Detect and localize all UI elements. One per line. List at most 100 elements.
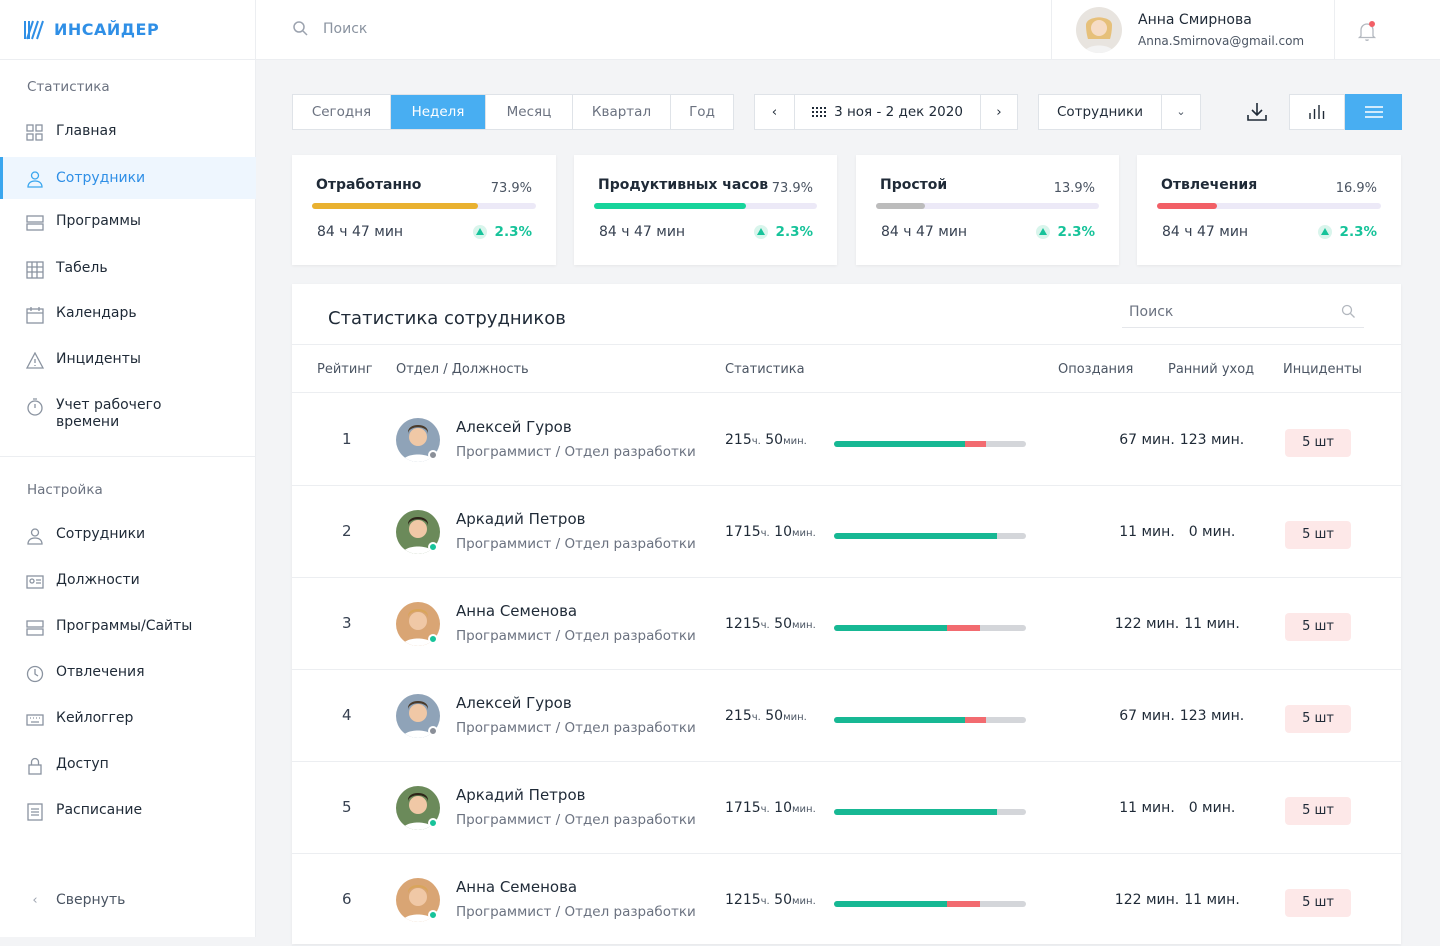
period-tabs: Сегодня Неделя Месяц Квартал Год <box>292 94 734 130</box>
employee-name[interactable]: Аркадий Петров <box>456 786 586 804</box>
top-search[interactable]: Поиск <box>292 20 367 37</box>
chevron-left-icon: ‹ <box>32 893 38 908</box>
col-rank[interactable]: Рейтинг <box>317 362 373 377</box>
arrow-up-icon <box>753 225 768 239</box>
sidebar-settings-item-5[interactable]: Доступ <box>0 756 256 775</box>
incidents-badge[interactable]: 5 шт <box>1285 889 1351 917</box>
sidebar-stat-item-2[interactable]: Программы <box>0 213 256 232</box>
period-tab-4[interactable]: Год <box>689 104 715 120</box>
incidents-badge[interactable]: 5 шт <box>1285 705 1351 733</box>
table-row[interactable]: 2 Аркадий Петров Программист / Отдел раз… <box>292 486 1401 578</box>
late-value: 11 мин. <box>1119 524 1175 540</box>
incidents-badge[interactable]: 5 шт <box>1285 521 1351 549</box>
chevron-left-icon: ‹ <box>771 104 778 120</box>
distraction-bar <box>964 441 986 447</box>
col-early[interactable]: Ранний уход <box>1168 362 1255 377</box>
user-profile[interactable]: Анна Смирнова Anna.Smirnova@gmail.com <box>1051 0 1335 60</box>
status-dot <box>428 818 438 828</box>
productive-bar <box>834 809 998 815</box>
sidebar-settings-item-label: Доступ <box>56 756 109 772</box>
sidebar-stat-item-1[interactable]: Сотрудники <box>0 157 256 199</box>
period-tab-2[interactable]: Месяц <box>486 95 573 129</box>
employee-name[interactable]: Анна Семенова <box>456 878 578 896</box>
employee-name[interactable]: Алексей Гуров <box>456 418 572 436</box>
table-search-input[interactable]: Поиск <box>1122 302 1364 328</box>
row-rank: 1 <box>342 430 352 448</box>
employee-name[interactable]: Анна Семенова <box>456 602 578 620</box>
group-select[interactable]: Сотрудники ⌄ <box>1038 94 1201 130</box>
early-leave-value: 0 мин. <box>1188 524 1236 540</box>
sidebar-stat-item-4[interactable]: Календарь <box>0 305 256 324</box>
incidents-badge[interactable]: 5 шт <box>1285 429 1351 457</box>
table-row[interactable]: 3 Анна Семенова Программист / Отдел разр… <box>292 578 1401 670</box>
table-row[interactable]: 6 Анна Семенова Программист / Отдел разр… <box>292 854 1401 946</box>
sidebar-stat-item-0[interactable]: Главная <box>0 123 256 142</box>
sidebar-stat-item-3[interactable]: Табель <box>0 260 256 279</box>
sidebar-settings-item-1[interactable]: Должности <box>0 572 256 591</box>
period-tab-1[interactable]: Неделя <box>391 95 486 129</box>
incidents-badge[interactable]: 5 шт <box>1285 797 1351 825</box>
table-row[interactable]: 1 Алексей Гуров Программист / Отдел разр… <box>292 394 1401 486</box>
list-view-button[interactable] <box>1345 94 1402 130</box>
logo[interactable]: ИНСАЙДЕР <box>0 0 255 60</box>
period-tab-0[interactable]: Сегодня <box>293 95 391 129</box>
employee-job: Программист / Отдел разработки <box>456 904 696 920</box>
table-row[interactable]: 4 Алексей Гуров Программист / Отдел разр… <box>292 670 1401 762</box>
early-leave-value: 11 мин. <box>1184 616 1240 632</box>
table-row[interactable]: 5 Аркадий Петров Программист / Отдел раз… <box>292 762 1401 854</box>
sidebar-settings-item-0[interactable]: Сотрудники <box>0 526 256 545</box>
period-tab-3[interactable]: Квартал <box>573 95 671 129</box>
col-incidents[interactable]: Инциденты <box>1283 362 1362 377</box>
date-range[interactable]: 3 ноя - 2 дек 2020 <box>795 95 981 129</box>
employee-stat: 1215ч. 50мин. <box>725 616 816 632</box>
download-button[interactable] <box>1245 101 1269 127</box>
stat-card[interactable]: Отвлечения 16.9% 84 ч 47 мин 2.3% <box>1137 155 1401 265</box>
card-value: 84 ч 47 мин <box>599 224 686 240</box>
sidebar-settings-item-6[interactable]: Расписание <box>0 802 256 821</box>
lock-icon <box>26 757 44 775</box>
employee-name[interactable]: Аркадий Петров <box>456 510 586 528</box>
download-icon <box>1247 103 1267 121</box>
col-stats[interactable]: Статистика <box>725 362 805 377</box>
avatar[interactable] <box>1076 7 1122 53</box>
incidents-badge[interactable]: 5 шт <box>1285 613 1351 641</box>
employee-name[interactable]: Алексей Гуров <box>456 694 572 712</box>
chart-view-button[interactable] <box>1289 94 1345 130</box>
stat-card[interactable]: Простой 13.9% 84 ч 47 мин 2.3% <box>856 155 1119 265</box>
collapse-button[interactable]: ‹ Свернуть <box>0 892 256 911</box>
top-search-input[interactable]: Поиск <box>323 20 368 37</box>
status-dot <box>428 542 438 552</box>
sidebar-settings-item-2[interactable]: Программы/Сайты <box>0 618 256 637</box>
card-value: 84 ч 47 мин <box>1162 224 1249 240</box>
sidebar-settings-item-3[interactable]: Отвлечения <box>0 664 256 683</box>
table-icon <box>26 261 44 279</box>
topbar: Поиск Анна Смирнова Anna.Smirnova@gmail.… <box>256 0 1440 60</box>
avatar[interactable] <box>396 786 440 830</box>
employee-job: Программист / Отдел разработки <box>456 628 696 644</box>
sidebar-stat-item-5[interactable]: Инциденты <box>0 351 256 370</box>
sidebar-stat-item-label: Табель <box>56 260 108 276</box>
stat-card[interactable]: Отработанно 73.9% 84 ч 47 мин 2.3% <box>292 155 556 265</box>
prev-date-button[interactable]: ‹ <box>755 95 795 129</box>
early-leave-value: 123 мин. <box>1179 432 1245 448</box>
next-date-button[interactable]: › <box>981 95 1017 129</box>
notifications-button[interactable] <box>1356 20 1378 46</box>
card-value: 84 ч 47 мин <box>317 224 404 240</box>
sidebar-settings-item-4[interactable]: Кейлоггер <box>0 710 256 729</box>
col-dept[interactable]: Отдел / Должность <box>396 362 529 377</box>
productive-bar <box>834 625 948 631</box>
employee-stat-bar <box>834 717 1026 723</box>
card-progress <box>594 203 817 209</box>
stat-card[interactable]: Продуктивных часов 73.9% 84 ч 47 мин 2.3… <box>574 155 837 265</box>
sidebar-stat-item-6[interactable]: Учет рабочего времени <box>0 397 256 431</box>
sidebar-stat-item-label: Программы <box>56 213 141 229</box>
col-late[interactable]: Опоздания <box>1058 362 1134 377</box>
collapse-label: Свернуть <box>56 892 126 908</box>
card-title: Отработанно <box>316 177 422 193</box>
keyboard-icon <box>26 711 44 729</box>
row-rank: 5 <box>342 798 352 816</box>
sidebar-stat-item-label: Главная <box>56 123 117 139</box>
employee-stat: 215ч. 50мин. <box>725 432 807 448</box>
row-rank: 4 <box>342 706 352 724</box>
card-progress <box>1157 203 1381 209</box>
